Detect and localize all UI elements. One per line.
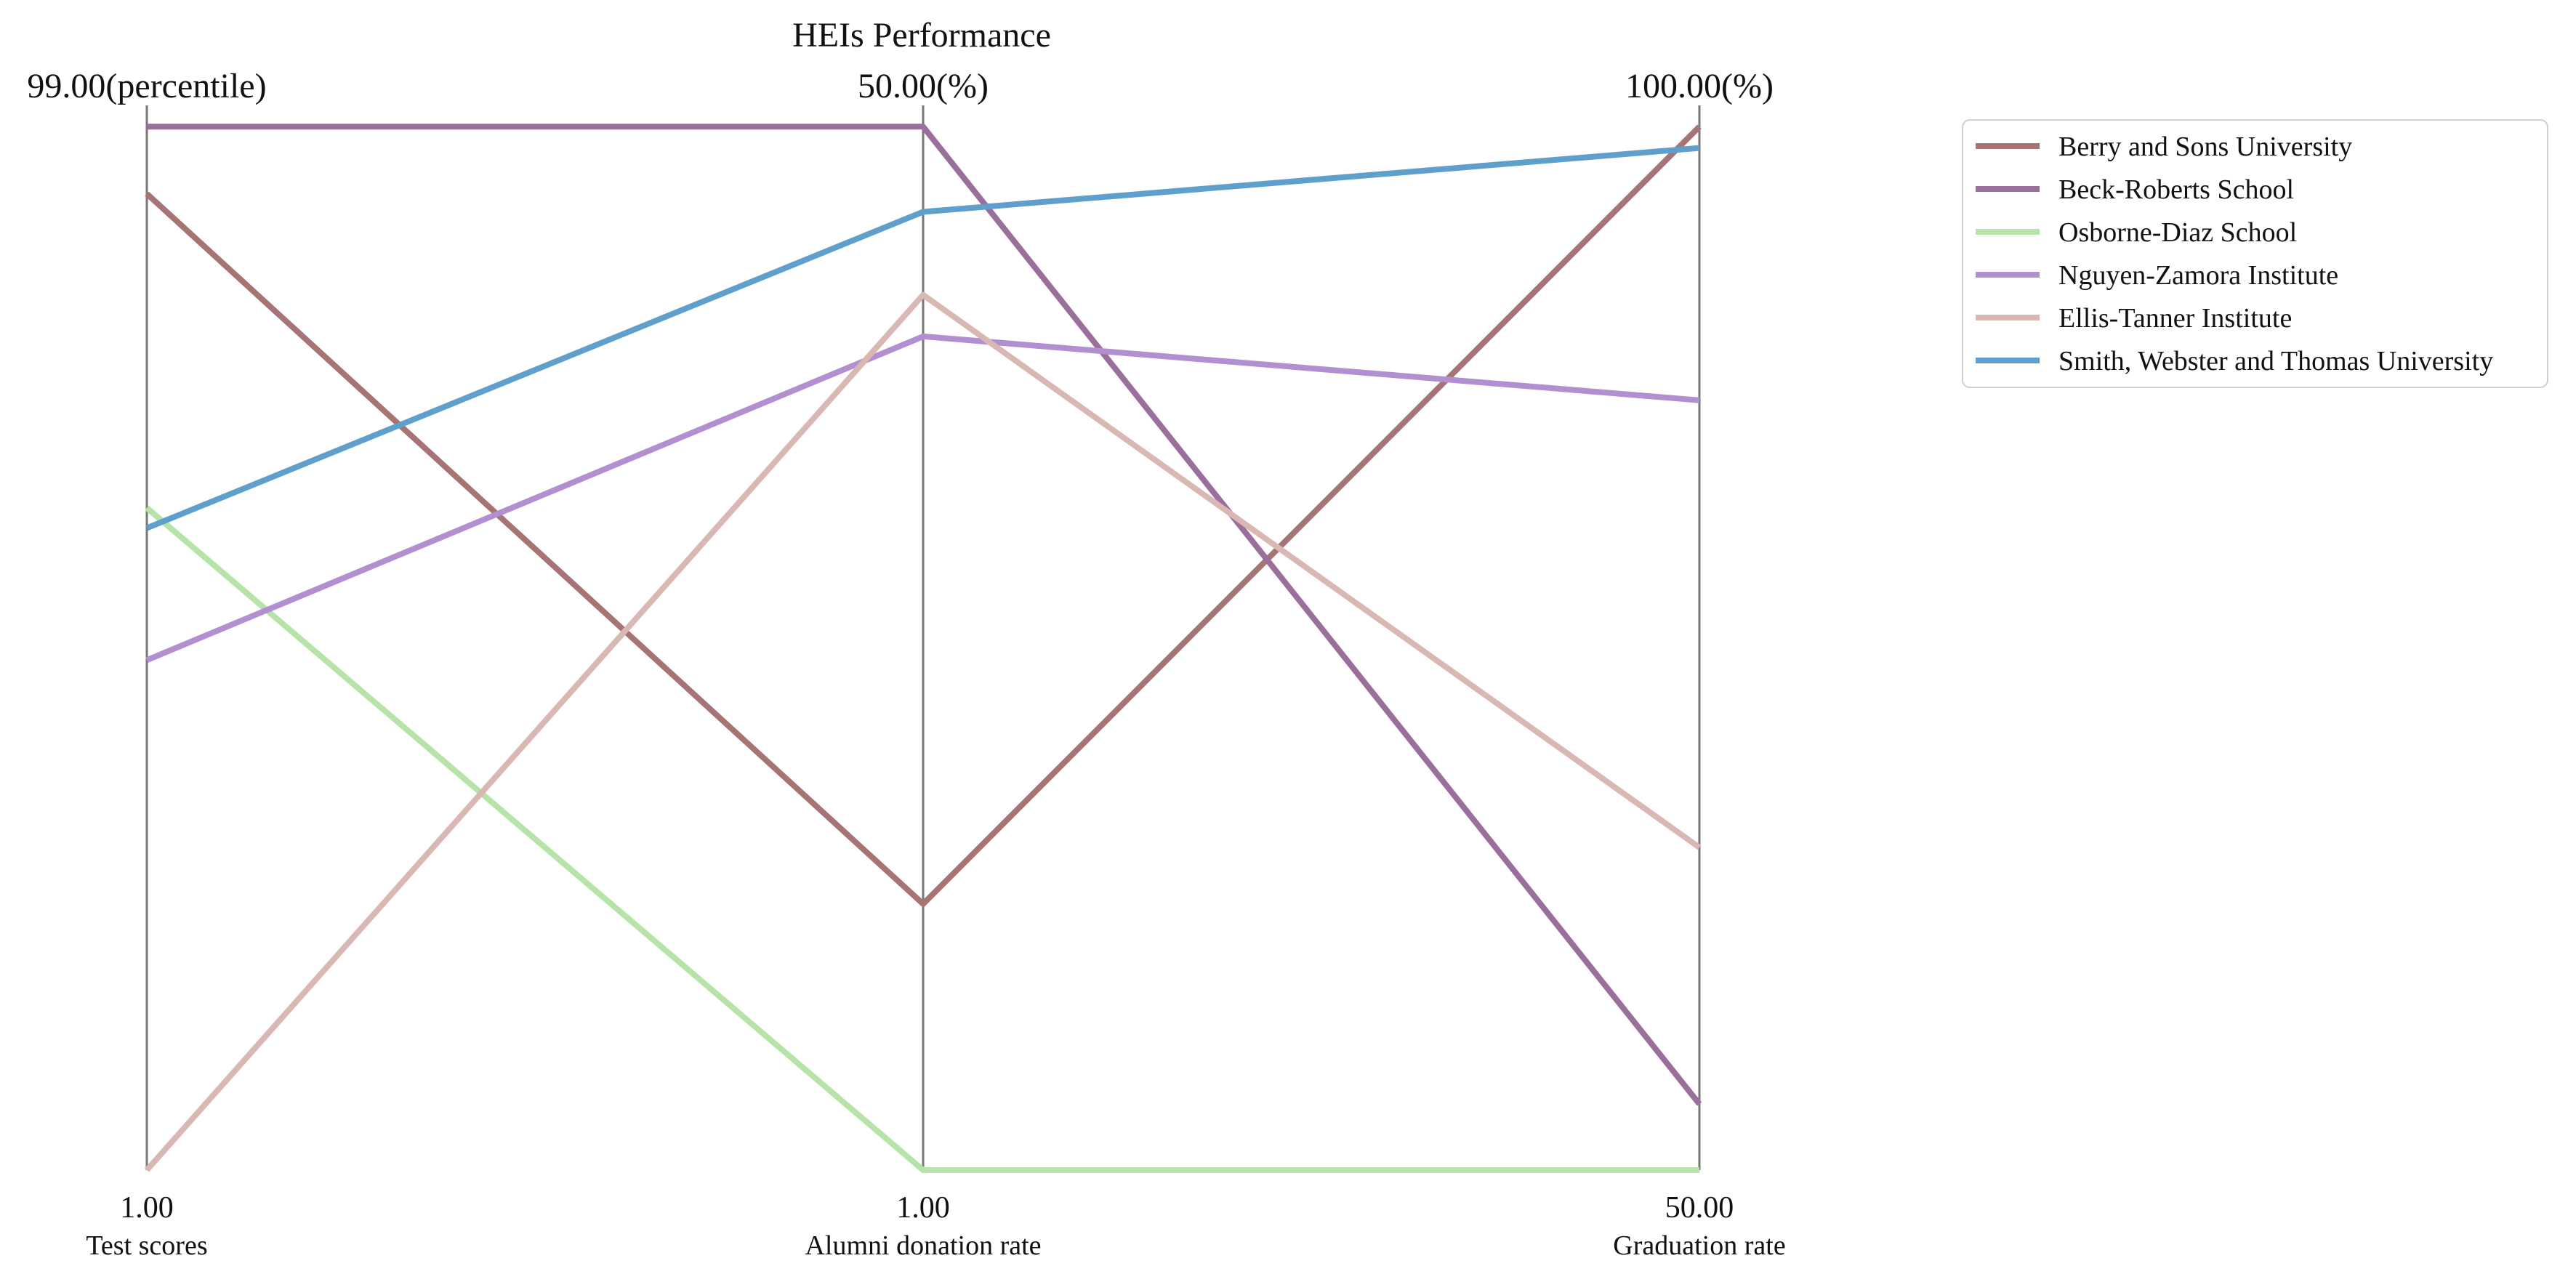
series-layer [145, 124, 1702, 1173]
legend-label-2: Beck-Roberts School [2058, 174, 2294, 205]
axis-top-label-2: 50.00(%) [858, 67, 989, 105]
axis-name-3: Graduation rate [1613, 1230, 1785, 1261]
legend: Berry and Sons University Beck-Roberts Sc… [1962, 119, 2548, 388]
series-line-1 [145, 124, 1702, 907]
axes-layer: 99.00(percentile) 1.00 Test scores 50.00(%)… [27, 67, 1785, 1261]
axis-top-label-1: 99.00(percentile) [27, 67, 266, 105]
axis-top-label-3: 100.00(%) [1625, 67, 1774, 105]
legend-label-4: Nguyen-Zamora Institute [2058, 260, 2338, 291]
series-line-2 [147, 124, 1702, 1106]
legend-label-1: Berry and Sons University [2058, 132, 2352, 162]
legend-label-6: Smith, Webster and Thomas University [2058, 346, 2493, 376]
legend-label-5: Ellis-Tanner Institute [2058, 303, 2292, 334]
chart-title: HEIs Performance [792, 16, 1051, 55]
legend-box [1962, 119, 2548, 388]
axis-name-1: Test scores [86, 1230, 207, 1261]
legend-label-3: Osborne-Diaz School [2058, 217, 2297, 248]
axis-bottom-label-1: 1.00 [120, 1191, 174, 1225]
series-line-3 [145, 505, 1699, 1173]
axis-bottom-label-2: 1.00 [896, 1191, 950, 1225]
series-line-6 [145, 145, 1700, 531]
axis-bottom-label-3: 50.00 [1665, 1191, 1734, 1225]
series-line-4 [145, 333, 1700, 663]
axis-name-2: Alumni donation rate [805, 1230, 1041, 1261]
series-line-5 [145, 291, 1702, 1172]
